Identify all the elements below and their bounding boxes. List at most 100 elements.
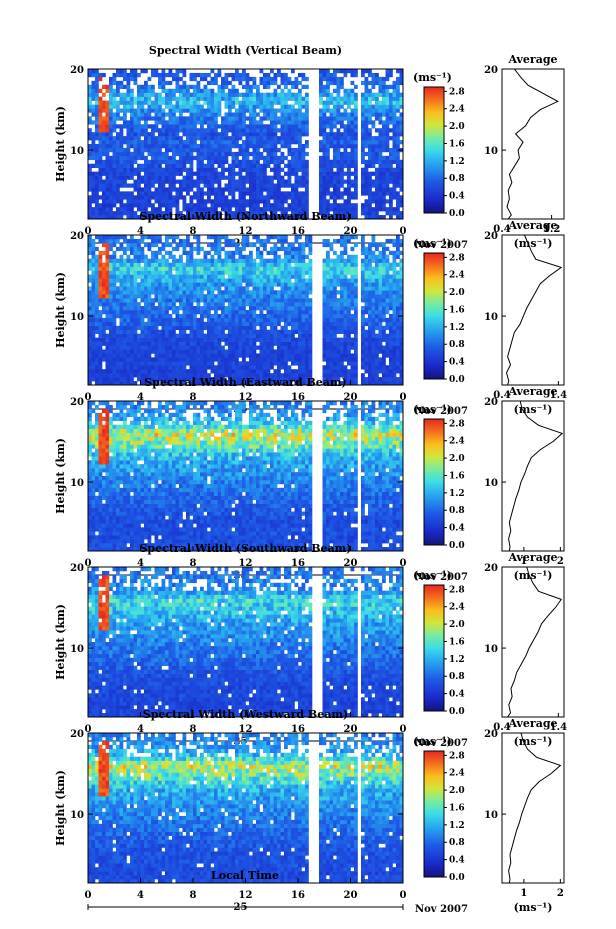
- heatmap-cell: [126, 215, 131, 220]
- heatmap-cell: [396, 199, 400, 204]
- heatmap-cell: [273, 96, 278, 101]
- heatmap-cell: [280, 116, 285, 121]
- heatmap-cell: [105, 321, 110, 327]
- heatmap-cell: [256, 282, 260, 287]
- heatmap-cell: [280, 88, 285, 93]
- heatmap-cell: [382, 175, 386, 180]
- heatmap-cell: [291, 373, 295, 378]
- heatmap-cell: [214, 282, 218, 287]
- heatmap-cell: [235, 140, 239, 145]
- heatmap-cell: [224, 167, 229, 172]
- heatmap-cell: [158, 349, 162, 354]
- heatmap-cell: [322, 132, 327, 137]
- heatmap-cell: [193, 357, 197, 362]
- heatmap-cell: [364, 211, 369, 216]
- heatmap-cell: [242, 211, 246, 216]
- heatmap-cell: [396, 171, 400, 176]
- heatmap-cell: [375, 310, 379, 315]
- heatmap-cell: [154, 381, 159, 386]
- heatmap-cell: [151, 310, 155, 315]
- heatmap-cell: [175, 333, 180, 338]
- heatmap-cell: [350, 171, 355, 176]
- heatmap-cell: [301, 120, 306, 125]
- heatmap-cell: [116, 357, 120, 362]
- heatmap-cell: [273, 203, 278, 208]
- heatmap-cell: [179, 92, 183, 97]
- heatmap-cell: [242, 337, 246, 342]
- heatmap-cell: [189, 377, 194, 382]
- heatmap-cell: [91, 349, 96, 354]
- heatmap-cell: [137, 294, 141, 299]
- heatmap-cell: [182, 187, 187, 192]
- heatmap-cell: [350, 203, 355, 208]
- heatmap-cell: [242, 76, 246, 82]
- heatmap-cell: [158, 191, 162, 196]
- heatmap-cell: [203, 369, 208, 374]
- heatmap-cell: [228, 167, 232, 172]
- heatmap-cell: [329, 333, 334, 338]
- heatmap-cell: [242, 329, 246, 334]
- heatmap-cell: [154, 195, 159, 200]
- heatmap-cell: [284, 136, 288, 141]
- heatmap-cell: [221, 353, 225, 358]
- heatmap-cell: [287, 92, 292, 97]
- heatmap-cell: [168, 211, 173, 216]
- heatmap-cell: [200, 310, 204, 315]
- heatmap-cell: [280, 100, 285, 105]
- heatmap-cell: [186, 140, 190, 145]
- heatmap-cell: [249, 187, 253, 192]
- heatmap-cell: [193, 321, 197, 327]
- heatmap-cell: [343, 96, 348, 101]
- heatmap-cell: [235, 357, 239, 362]
- colorbar-tick-label: 0.0: [449, 209, 465, 219]
- heatmap-cell: [123, 151, 127, 157]
- heatmap-cell: [354, 306, 358, 311]
- heatmap-cell: [158, 159, 162, 165]
- heatmap-cell: [378, 120, 383, 125]
- heatmap-cell: [375, 282, 379, 287]
- heatmap-cell: [214, 191, 218, 196]
- heatmap-cell: [273, 317, 278, 323]
- heatmap-cell: [98, 286, 103, 291]
- heatmap-cell: [161, 80, 166, 86]
- heatmap-cell: [186, 286, 190, 291]
- heatmap-cell: [144, 171, 148, 176]
- heatmap-cell: [214, 349, 218, 354]
- heatmap-cell: [207, 183, 211, 188]
- heatmap-cell: [123, 171, 127, 176]
- heatmap-cell: [91, 337, 96, 342]
- heatmap-cell: [200, 179, 204, 184]
- heatmap-cell: [238, 361, 243, 366]
- heatmap-cell: [214, 72, 218, 78]
- heatmap-cell: [161, 151, 166, 157]
- heatmap-cell: [396, 321, 400, 327]
- heatmap-cell: [371, 353, 376, 358]
- heatmap-cell: [354, 294, 358, 299]
- heatmap-cell: [95, 76, 99, 82]
- heatmap-cell: [329, 306, 334, 311]
- heatmap-cell: [294, 112, 299, 117]
- heatmap-cell: [294, 377, 299, 382]
- heatmap-cell: [175, 108, 180, 113]
- heatmap-cell: [350, 211, 355, 216]
- heatmap-cell: [284, 163, 288, 168]
- heatmap-cell: [319, 183, 323, 188]
- heatmap-cell: [123, 313, 127, 319]
- heatmap-cell: [172, 171, 176, 176]
- heatmap-cell: [354, 310, 358, 315]
- heatmap-cell: [217, 187, 222, 192]
- heatmap-cell: [298, 159, 302, 165]
- heatmap-cell: [147, 199, 152, 204]
- heatmap-cell: [329, 357, 334, 362]
- heatmap-cell: [354, 147, 358, 153]
- heatmap-cell: [354, 104, 358, 109]
- heatmap-cell: [182, 290, 187, 295]
- heatmap-cell: [182, 361, 187, 366]
- heatmap-cell: [165, 163, 169, 168]
- heatmap-cell: [396, 365, 400, 370]
- heatmap-cell: [109, 104, 113, 109]
- heatmap-cell: [305, 96, 309, 101]
- heatmap-cell: [399, 175, 404, 180]
- heatmap-cell: [326, 337, 330, 342]
- heatmap-cell: [371, 282, 376, 287]
